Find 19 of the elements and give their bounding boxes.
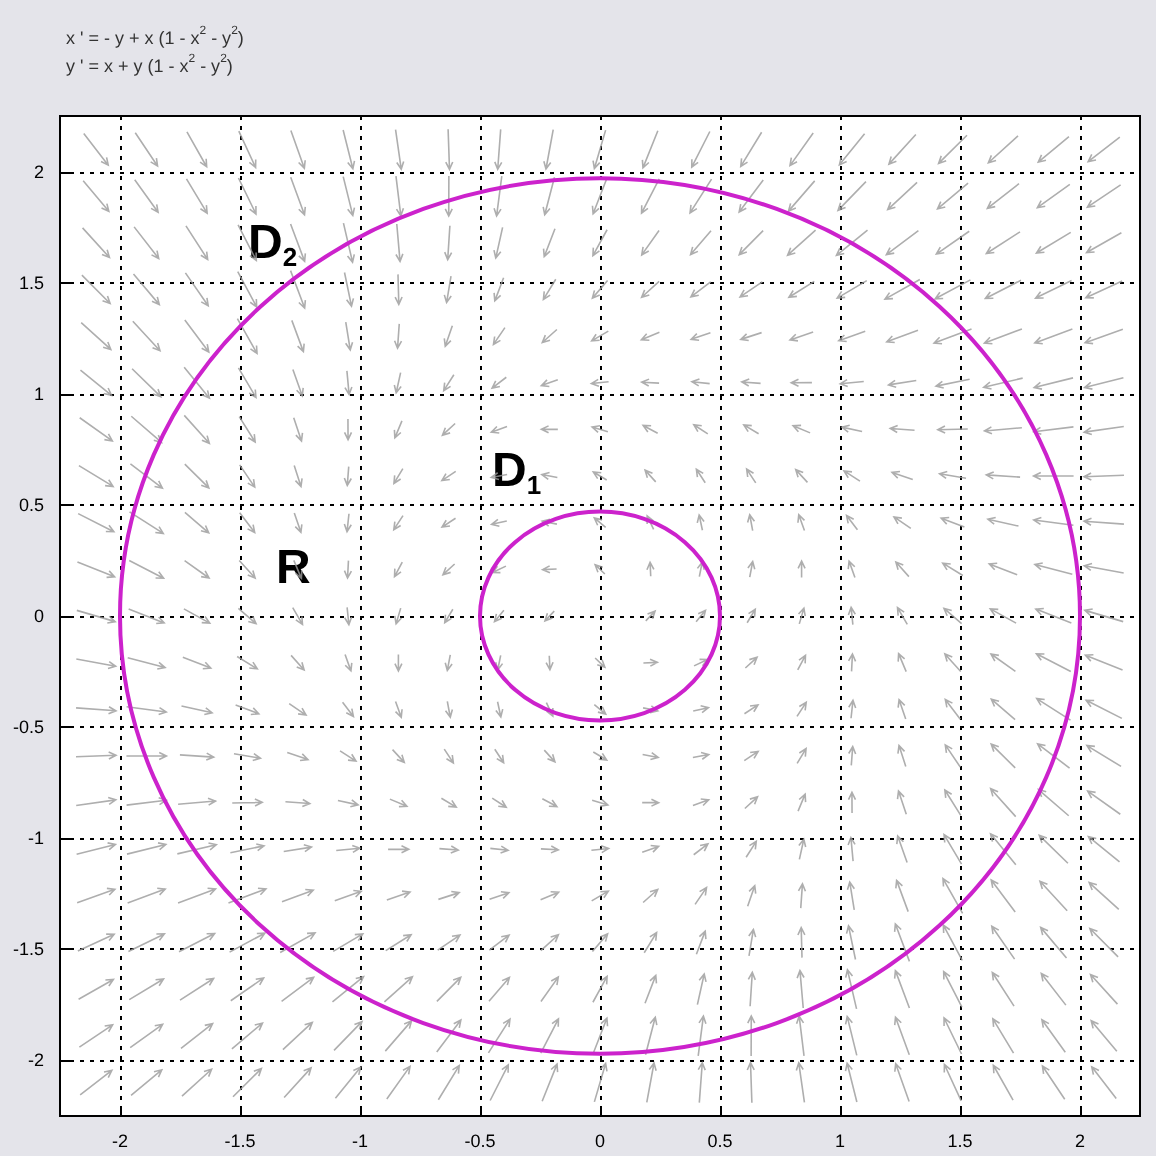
x-tick-label: -2 (111, 1131, 129, 1151)
y-tick-label: 0 (33, 606, 44, 626)
x-tick-label: 2 (1074, 1131, 1086, 1151)
y-tick-label: -0.5 (12, 717, 44, 738)
y-tick-label: 1.5 (18, 272, 44, 293)
x-tick-label: -1 (351, 1131, 369, 1151)
x-tick-label: 1 (834, 1131, 846, 1151)
x-tick-label: 0.5 (707, 1131, 733, 1151)
y-tick-label: -1 (27, 828, 44, 849)
x-tick-label: -0.5 (464, 1131, 496, 1151)
y-tick-label: -1.5 (12, 939, 44, 960)
annotation: R (276, 541, 311, 595)
x-tick-label: 0 (594, 1131, 606, 1151)
x-tick-label: 1.5 (947, 1131, 973, 1151)
y-tick-label: 0.5 (18, 494, 44, 515)
y-tick-label: -2 (27, 1050, 44, 1071)
y-tick-label: 1 (33, 383, 44, 404)
x-tick-label: -1.5 (224, 1131, 256, 1151)
y-tick-label: 2 (33, 161, 44, 182)
